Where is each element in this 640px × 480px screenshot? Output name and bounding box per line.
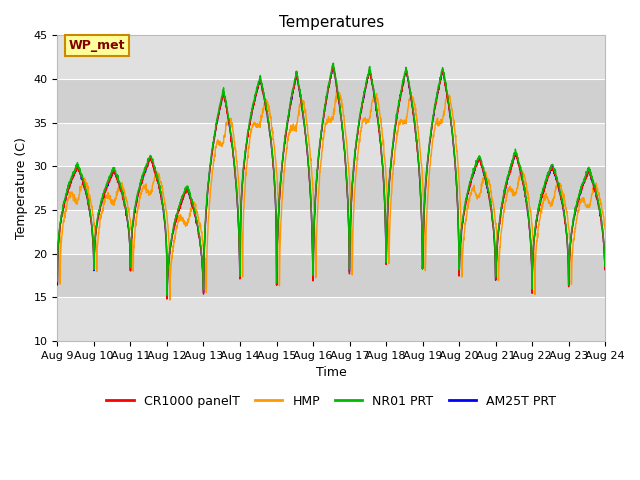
- HMP: [333, 88, 340, 94]
- HMP: [207, 188, 214, 193]
- NR01 PRT: [360, 93, 367, 99]
- CR1000 panelT: [602, 261, 609, 267]
- AM25T PRT: [54, 282, 61, 288]
- Line: AM25T PRT: AM25T PRT: [58, 66, 605, 299]
- CR1000 panelT: [330, 64, 337, 70]
- NR01 PRT: [568, 223, 576, 229]
- Y-axis label: Temperature (C): Temperature (C): [15, 137, 28, 239]
- HMP: [568, 252, 576, 258]
- AM25T PRT: [568, 226, 576, 231]
- Text: WP_met: WP_met: [68, 39, 125, 52]
- Bar: [58, 297, 605, 341]
- CR1000 panelT: [554, 178, 561, 183]
- NR01 PRT: [554, 175, 561, 180]
- HMP: [348, 225, 355, 230]
- X-axis label: Time: Time: [316, 366, 347, 379]
- NR01 PRT: [330, 60, 337, 66]
- HMP: [360, 116, 367, 121]
- Bar: [58, 79, 605, 122]
- CR1000 panelT: [491, 248, 499, 253]
- HMP: [166, 297, 173, 303]
- NR01 PRT: [54, 278, 61, 284]
- AM25T PRT: [360, 97, 367, 103]
- Bar: [58, 253, 605, 297]
- AM25T PRT: [329, 63, 337, 69]
- CR1000 panelT: [207, 162, 214, 168]
- HMP: [602, 226, 609, 232]
- HMP: [491, 214, 499, 219]
- NR01 PRT: [602, 255, 609, 261]
- AM25T PRT: [348, 196, 355, 202]
- NR01 PRT: [491, 242, 499, 248]
- AM25T PRT: [554, 180, 561, 185]
- CR1000 panelT: [360, 95, 367, 100]
- HMP: [554, 181, 561, 187]
- Title: Temperatures: Temperatures: [278, 15, 384, 30]
- NR01 PRT: [163, 292, 171, 298]
- Bar: [58, 122, 605, 166]
- Bar: [58, 210, 605, 253]
- HMP: [54, 282, 61, 288]
- AM25T PRT: [491, 248, 499, 253]
- Legend: CR1000 panelT, HMP, NR01 PRT, AM25T PRT: CR1000 panelT, HMP, NR01 PRT, AM25T PRT: [102, 390, 561, 413]
- AM25T PRT: [602, 260, 609, 265]
- CR1000 panelT: [163, 296, 171, 301]
- AM25T PRT: [163, 296, 171, 302]
- Line: HMP: HMP: [58, 91, 605, 300]
- Bar: [58, 36, 605, 79]
- CR1000 panelT: [348, 198, 355, 204]
- Bar: [58, 166, 605, 210]
- Line: NR01 PRT: NR01 PRT: [58, 63, 605, 295]
- CR1000 panelT: [568, 224, 576, 229]
- NR01 PRT: [348, 194, 355, 200]
- Line: CR1000 panelT: CR1000 panelT: [58, 67, 605, 299]
- CR1000 panelT: [54, 279, 61, 285]
- AM25T PRT: [207, 161, 214, 167]
- NR01 PRT: [207, 159, 214, 165]
